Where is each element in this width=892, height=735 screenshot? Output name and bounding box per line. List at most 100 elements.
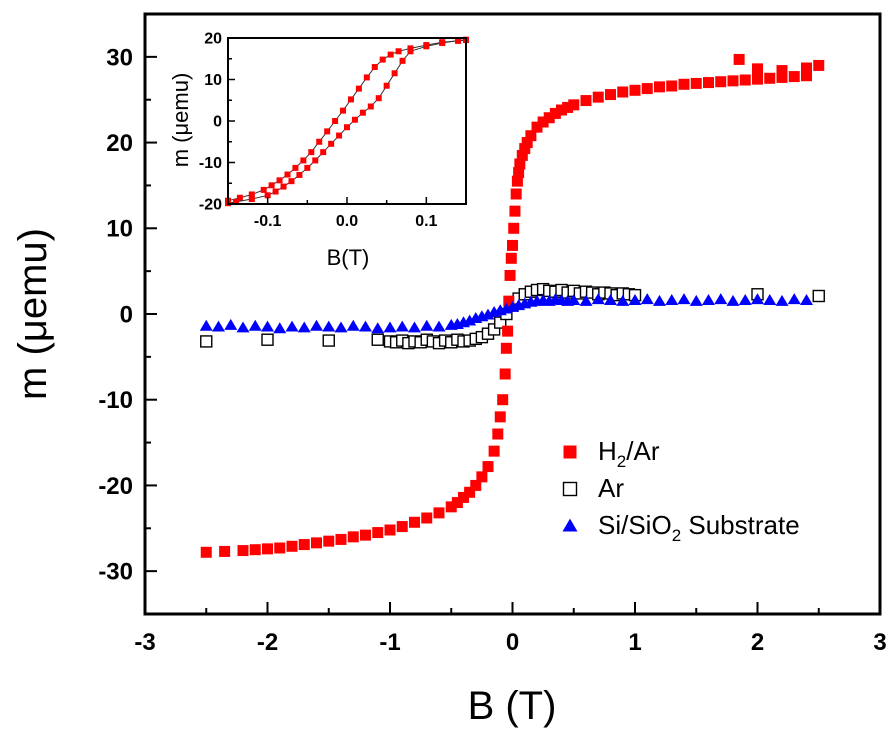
data-point: [507, 239, 518, 251]
legend-item: Si/SiO2 Substrate: [562, 510, 800, 545]
data-point: [273, 322, 287, 334]
data-point: [200, 546, 212, 558]
legend-marker: [562, 518, 578, 532]
x-tick-label: 1: [628, 629, 641, 656]
data-point: [323, 535, 335, 547]
y-tick-label: -20: [98, 473, 133, 500]
data-point: [641, 83, 653, 95]
y-tick-label: -20: [199, 197, 222, 214]
data-point: [261, 333, 274, 346]
inset-data-point: [375, 95, 382, 102]
data-point: [371, 322, 385, 334]
data-point: [360, 529, 371, 541]
inset-data-point: [328, 140, 335, 147]
main-x-axis-title: B (T): [468, 684, 557, 728]
data-point: [237, 545, 249, 557]
data-point: [605, 89, 616, 101]
data-point: [666, 80, 678, 92]
x-tick-label: 0.0: [336, 213, 358, 230]
inset-data-point: [280, 183, 287, 190]
inset-data-point: [236, 194, 243, 201]
series-h2-ar: [200, 53, 825, 558]
inset-data-point: [379, 56, 386, 63]
inset-data-point: [347, 96, 354, 103]
inset-data-point: [391, 70, 398, 77]
inset-data-point: [300, 157, 307, 164]
inset-data-point: [407, 48, 414, 55]
data-point: [653, 294, 666, 306]
inset-data-point: [439, 39, 446, 46]
inset-data-point: [387, 51, 394, 58]
data-point: [497, 394, 509, 406]
x-tick-label: 0: [506, 629, 519, 656]
inset-axes: -0.1 0.0 0.1 -20 -10 0 10 20: [199, 31, 438, 230]
legend-marker: [563, 445, 577, 459]
inset-x-axis-title: B(T): [327, 245, 370, 270]
main-y-axis-title: m (μemu): [11, 228, 55, 400]
data-point: [763, 294, 777, 305]
x-tick-label: 2: [751, 629, 764, 656]
data-point: [513, 167, 525, 179]
legend-label: H2/Ar: [598, 436, 660, 471]
data-point: [395, 320, 409, 332]
data-point: [531, 121, 543, 133]
data-point: [562, 101, 574, 113]
data-point: [800, 294, 813, 305]
data-point: [458, 491, 469, 503]
data-point: [311, 537, 322, 549]
data-point: [500, 342, 512, 354]
data-point: [347, 531, 359, 543]
data-point: [224, 318, 238, 330]
inset-data-point: [260, 186, 267, 193]
x-tick-label: 3: [873, 629, 886, 656]
y-tick-label: 30: [106, 44, 133, 71]
y-tick-label: -10: [199, 155, 222, 172]
data-point: [801, 62, 812, 74]
series-ar: [200, 282, 825, 350]
data-point: [689, 294, 703, 306]
data-point: [703, 77, 714, 89]
x-tick-label: -1: [379, 629, 400, 656]
data-point: [640, 293, 654, 305]
inset-data-point: [288, 178, 295, 185]
inset-data-point: [304, 164, 311, 171]
data-point: [445, 501, 457, 513]
inset-data-point: [367, 103, 374, 110]
data-point: [499, 368, 511, 380]
data-point: [494, 411, 506, 423]
data-point: [629, 84, 641, 96]
inset-data-point: [455, 37, 462, 44]
legend-item: Ar: [562, 473, 624, 503]
data-point: [505, 252, 517, 264]
inset-data-point: [312, 157, 319, 164]
inset-data-point: [399, 57, 406, 64]
data-point: [488, 445, 500, 457]
data-point: [408, 321, 421, 333]
data-point: [591, 293, 605, 305]
data-point: [665, 294, 679, 305]
inset-data-point: [248, 196, 255, 203]
data-point: [236, 321, 250, 333]
data-point: [476, 471, 488, 483]
data-point: [482, 461, 494, 473]
inset-data-point: [355, 85, 362, 92]
legend-label: Ar: [598, 473, 624, 503]
data-point: [514, 158, 526, 170]
y-tick-label: -30: [98, 559, 133, 586]
y-tick-label: 20: [106, 130, 133, 157]
data-point: [521, 137, 533, 149]
data-point: [503, 295, 515, 307]
data-point: [592, 91, 604, 103]
inset-data-point: [363, 74, 370, 81]
x-tick-label: -3: [134, 629, 155, 656]
data-point: [371, 333, 384, 346]
data-point: [212, 320, 225, 332]
data-point: [813, 59, 825, 71]
data-point: [776, 71, 788, 83]
data-point: [383, 321, 397, 333]
inset-data-point: [284, 171, 291, 178]
